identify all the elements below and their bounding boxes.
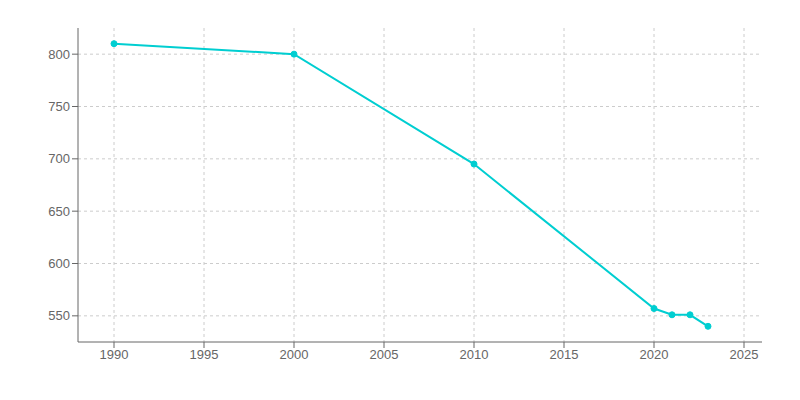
svg-text:2020: 2020 xyxy=(640,347,669,362)
svg-text:2010: 2010 xyxy=(460,347,489,362)
svg-text:650: 650 xyxy=(48,204,70,219)
svg-text:1995: 1995 xyxy=(190,347,219,362)
svg-text:1990: 1990 xyxy=(100,347,129,362)
svg-text:600: 600 xyxy=(48,256,70,271)
svg-text:2000: 2000 xyxy=(280,347,309,362)
svg-text:700: 700 xyxy=(48,151,70,166)
svg-text:800: 800 xyxy=(48,47,70,62)
svg-text:750: 750 xyxy=(48,99,70,114)
svg-text:2025: 2025 xyxy=(730,347,759,362)
svg-text:2005: 2005 xyxy=(370,347,399,362)
svg-text:2015: 2015 xyxy=(550,347,579,362)
svg-text:550: 550 xyxy=(48,308,70,323)
